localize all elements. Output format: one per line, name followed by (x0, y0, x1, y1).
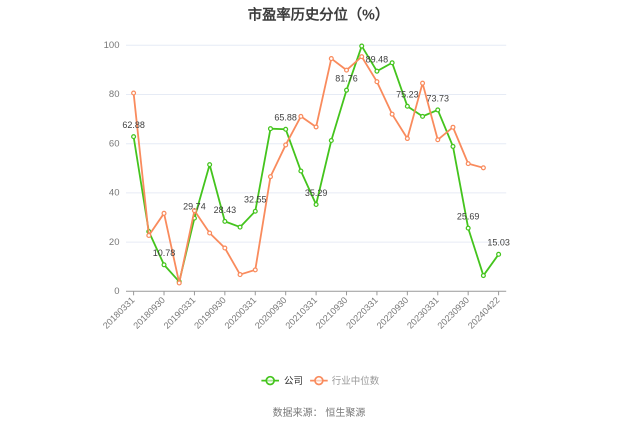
svg-text:40: 40 (109, 188, 120, 199)
svg-text:10.78: 10.78 (153, 248, 176, 258)
svg-text:65.88: 65.88 (274, 113, 297, 123)
svg-text:29.74: 29.74 (183, 202, 206, 212)
svg-text:80: 80 (109, 89, 120, 100)
svg-text:数据来源： 恒生聚源: 数据来源： 恒生聚源 (273, 406, 366, 419)
svg-text:73.73: 73.73 (426, 93, 449, 103)
svg-text:32.55: 32.55 (244, 195, 267, 205)
svg-text:行业中位数: 行业中位数 (332, 375, 380, 387)
svg-text:60: 60 (109, 138, 120, 149)
svg-text:62.88: 62.88 (122, 120, 145, 130)
svg-text:89.48: 89.48 (366, 55, 389, 65)
svg-text:81.76: 81.76 (335, 74, 358, 84)
svg-text:75.23: 75.23 (396, 90, 419, 100)
svg-text:15.03: 15.03 (487, 238, 510, 248)
svg-text:35.29: 35.29 (305, 188, 328, 198)
svg-text:28.43: 28.43 (214, 205, 237, 215)
svg-text:100: 100 (104, 40, 120, 51)
svg-text:25.69: 25.69 (457, 212, 480, 222)
svg-text:20: 20 (109, 237, 120, 248)
svg-text:市盈率历史分位（%）: 市盈率历史分位（%） (248, 5, 389, 23)
svg-text:0: 0 (114, 286, 119, 297)
svg-text:公司: 公司 (284, 376, 303, 387)
